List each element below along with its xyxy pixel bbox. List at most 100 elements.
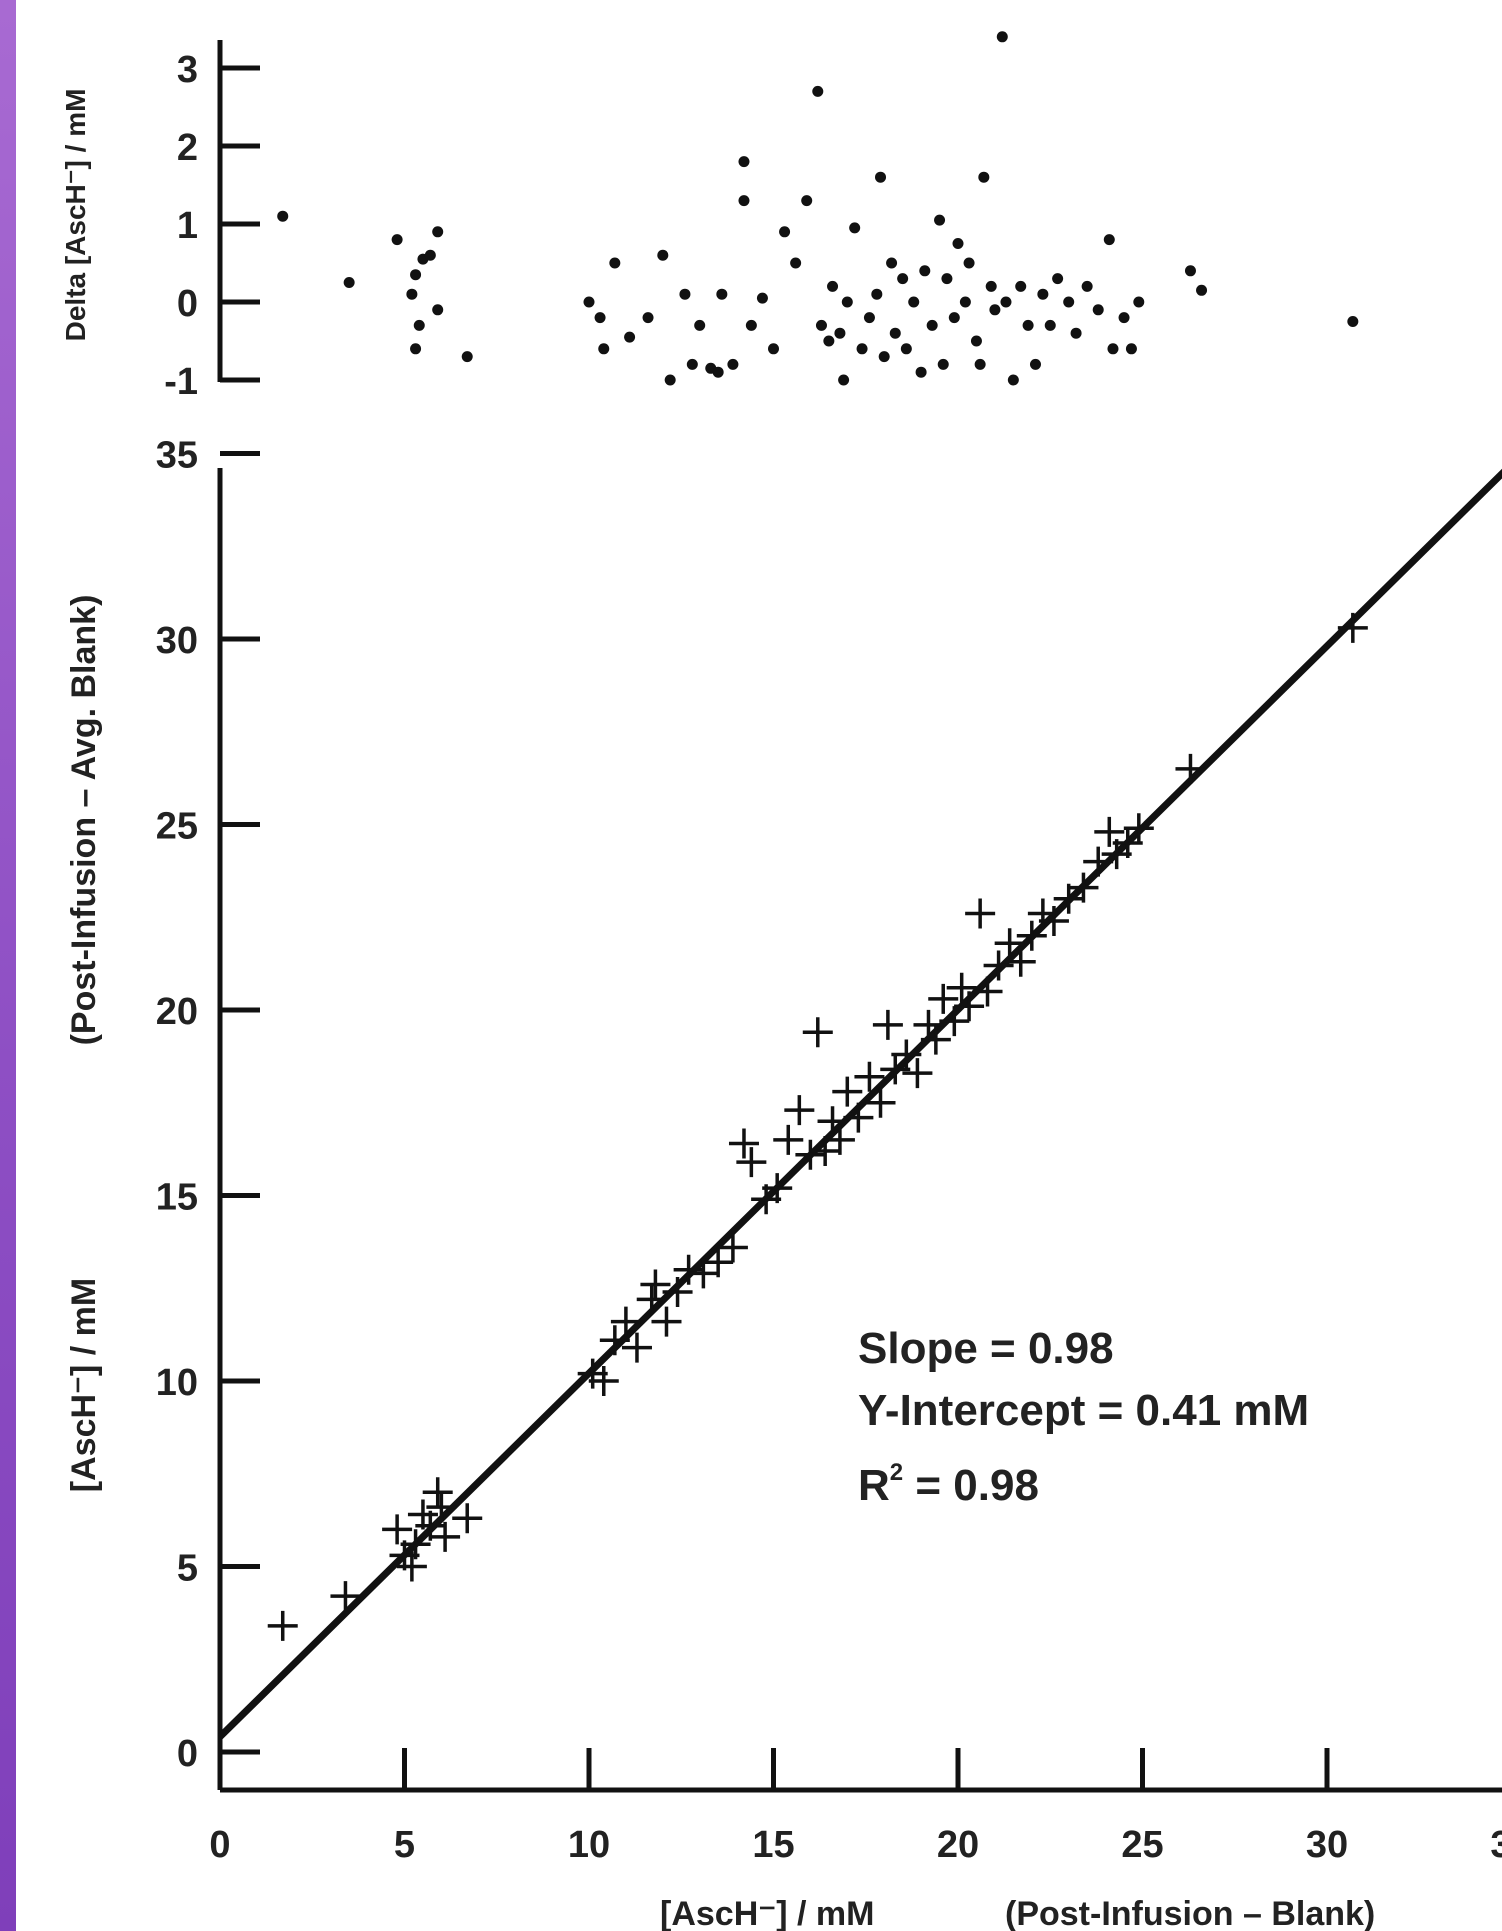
residual-y-tick-label: 1 — [177, 205, 198, 247]
residual-point — [978, 172, 989, 183]
data-point — [873, 1010, 903, 1040]
residual-point — [941, 273, 952, 284]
residual-point — [842, 297, 853, 308]
residual-point — [1071, 328, 1082, 339]
data-point — [1083, 847, 1113, 877]
residual-points — [277, 31, 1358, 385]
residual-y-tick-label: 2 — [177, 127, 198, 169]
residual-point — [886, 258, 897, 269]
residual-point — [849, 222, 860, 233]
y-axis-title-main: [AscH⁻] / mM — [65, 1278, 103, 1492]
residual-point — [713, 367, 724, 378]
x-axis-ticks: 05101520253035 — [209, 1748, 1502, 1866]
residual-point — [1008, 375, 1019, 386]
data-point — [954, 991, 984, 1021]
residual-point — [1107, 343, 1118, 354]
residual-point — [816, 320, 827, 331]
residual-point — [871, 289, 882, 300]
data-point — [1338, 613, 1368, 643]
residual-point — [960, 297, 971, 308]
slope-annotation: Slope = 0.98 — [858, 1324, 1114, 1373]
residual-point — [624, 332, 635, 343]
residual-point — [971, 336, 982, 347]
residual-point — [598, 343, 609, 354]
residual-point — [679, 289, 690, 300]
residual-point — [1015, 281, 1026, 292]
residual-point — [432, 304, 443, 315]
residual-point — [1045, 320, 1056, 331]
residual-point — [462, 351, 473, 362]
residual-point — [392, 234, 403, 245]
data-point — [832, 1077, 862, 1107]
correlation-panel: 0 5 10 15 20 25 30 35 0 5 10 15 20 25 30 35 Slope = 0.… — [65, 435, 1502, 1931]
residual-point — [1030, 359, 1041, 370]
data-point — [637, 1284, 667, 1314]
data-point — [729, 1129, 759, 1159]
x-tick-label: 5 — [394, 1824, 415, 1866]
residual-point — [938, 359, 949, 370]
x-tick-label: 20 — [937, 1824, 979, 1866]
data-point — [913, 1010, 943, 1040]
y-tick-label: 20 — [156, 991, 198, 1033]
y-tick-label: 10 — [156, 1362, 198, 1404]
r-squared-base: R — [858, 1461, 890, 1510]
data-point — [921, 1025, 951, 1055]
x-axis-title-qualifier: (Post-Infusion – Blank) — [1005, 1895, 1375, 1931]
residual-point — [746, 320, 757, 331]
residual-point — [1126, 343, 1137, 354]
residual-point — [425, 250, 436, 261]
residual-point — [838, 375, 849, 386]
data-point — [965, 899, 995, 929]
residual-y-tick-label: -1 — [164, 361, 198, 403]
data-point — [843, 1103, 873, 1133]
residual-point — [595, 312, 606, 323]
residual-point — [410, 269, 421, 280]
residual-point — [890, 328, 901, 339]
x-tick-label: 0 — [209, 1824, 230, 1866]
residual-y-tick-label: 0 — [177, 283, 198, 325]
residual-point — [727, 359, 738, 370]
residual-y-tick-label: 3 — [177, 49, 198, 91]
residual-point — [716, 289, 727, 300]
residual-point — [1185, 265, 1196, 276]
residual-y-ticks: -1 0 1 2 3 — [164, 49, 260, 403]
residual-point — [857, 343, 868, 354]
residual-point — [665, 375, 676, 386]
data-point — [382, 1514, 412, 1544]
x-axis-title-main: [AscH⁻] / mM — [660, 1895, 874, 1931]
residual-point — [908, 297, 919, 308]
residual-point — [864, 312, 875, 323]
y-tick-label: 30 — [156, 620, 198, 662]
residual-point — [344, 277, 355, 288]
data-point — [973, 976, 1003, 1006]
residual-point — [827, 281, 838, 292]
residual-point — [414, 320, 425, 331]
data-point — [1175, 754, 1205, 784]
r-squared-annotation: R2 = 0.98 — [858, 1459, 1039, 1510]
residual-point — [1093, 304, 1104, 315]
residual-point — [879, 351, 890, 362]
residual-point — [738, 195, 749, 206]
residual-point — [986, 281, 997, 292]
residual-point — [1104, 234, 1115, 245]
residual-point — [934, 215, 945, 226]
residual-point — [1023, 320, 1034, 331]
r-squared-value: = 0.98 — [903, 1461, 1039, 1510]
residual-point — [927, 320, 938, 331]
residual-point — [1133, 297, 1144, 308]
residual-point — [919, 265, 930, 276]
x-tick-label: 10 — [568, 1824, 610, 1866]
residual-point — [432, 226, 443, 237]
residual-point — [1196, 285, 1207, 296]
data-point — [784, 1095, 814, 1125]
intercept-annotation: Y-Intercept = 0.41 mM — [858, 1386, 1309, 1435]
r-squared-superscript: 2 — [890, 1459, 903, 1486]
residual-point — [997, 31, 1008, 42]
y-axis-title-qualifier: (Post-Infusion – Avg. Blank) — [65, 595, 103, 1046]
residual-point — [1037, 289, 1048, 300]
y-axis-ticks: 0 5 10 15 20 25 30 35 — [156, 435, 260, 1776]
residual-point — [738, 156, 749, 167]
residual-point — [949, 312, 960, 323]
data-point — [818, 1106, 848, 1136]
